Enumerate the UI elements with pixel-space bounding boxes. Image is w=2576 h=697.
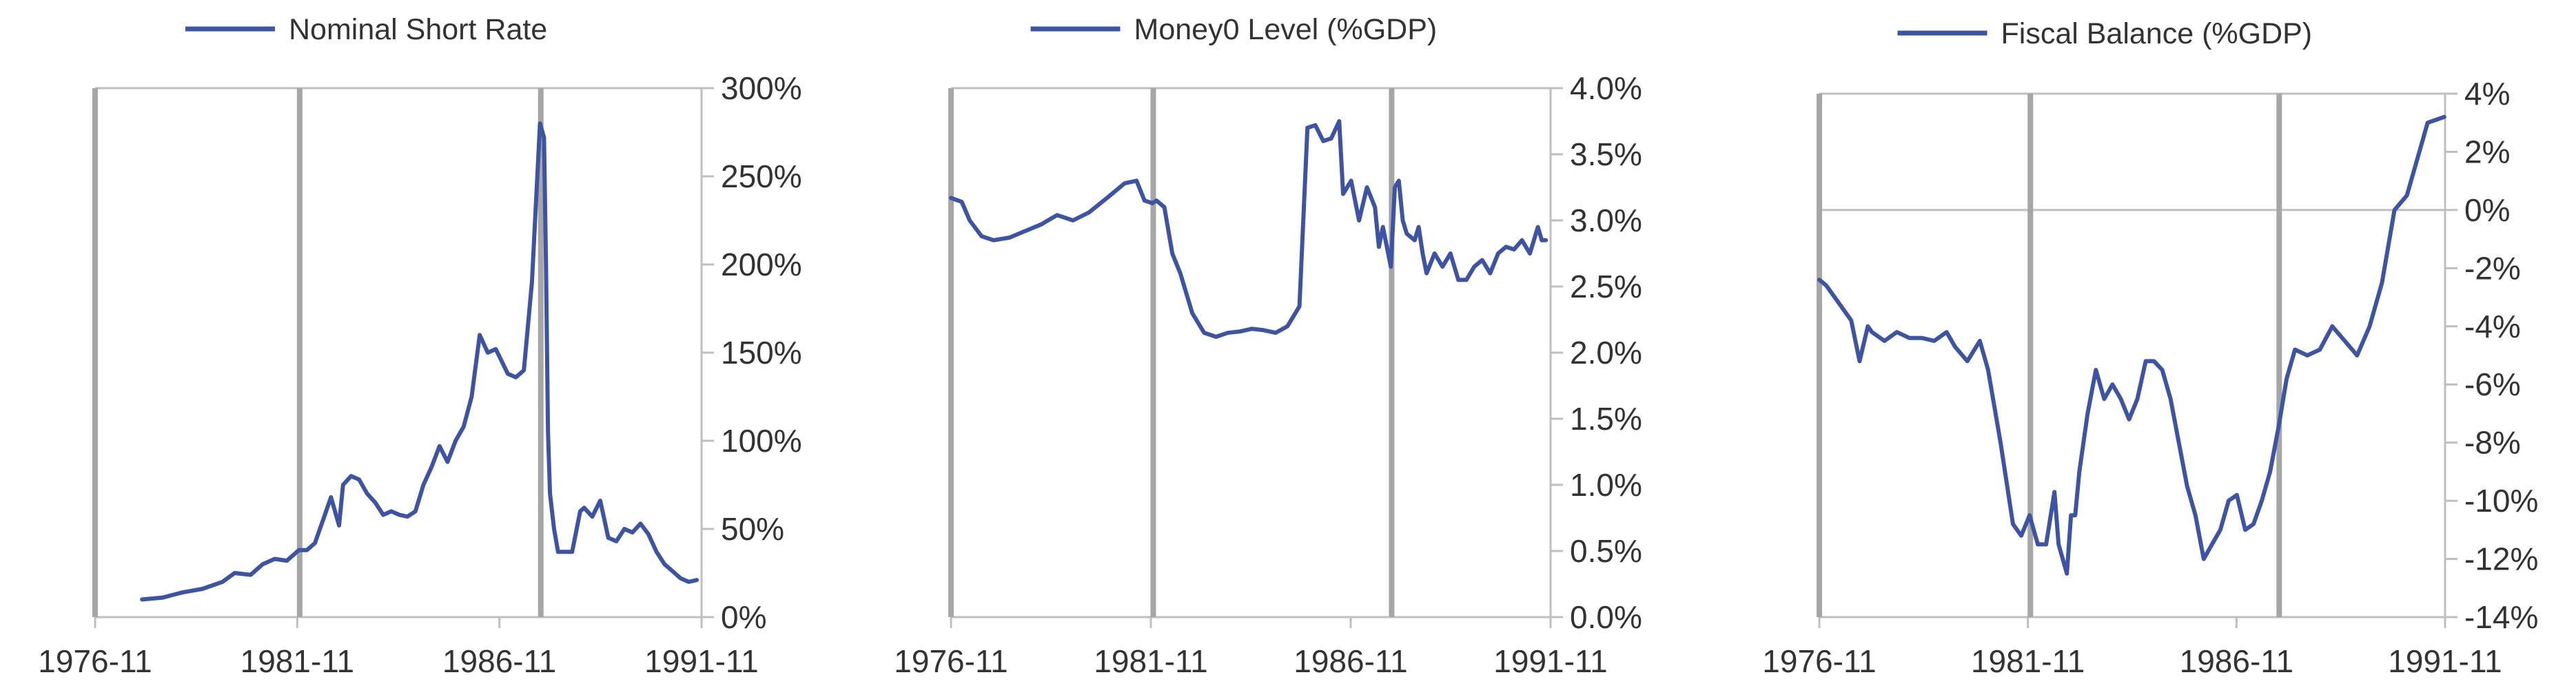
y-tick-label-1-7: 300% bbox=[721, 70, 802, 106]
x-tick-label-3-4: 1991-11 bbox=[2388, 643, 2502, 679]
y-tick-label-3-9: 2% bbox=[2464, 134, 2510, 169]
series-line-1 bbox=[140, 121, 699, 602]
y-tick-label-2-2: 0.5% bbox=[1570, 533, 1642, 569]
x-tick-label-2-3: 1986-11 bbox=[1294, 643, 1407, 679]
y-tick-label-3-8: 0% bbox=[2464, 192, 2510, 228]
x-tick-label-3-2: 1981-11 bbox=[1971, 643, 2085, 679]
series-line-2 bbox=[949, 119, 1548, 339]
y-tick-label-1-6: 250% bbox=[721, 158, 802, 194]
legend-label-3: Fiscal Balance (%GDP) bbox=[2001, 17, 2313, 50]
y-tick-label-1-3: 100% bbox=[721, 423, 802, 459]
y-tick-label-3-7: -2% bbox=[2464, 250, 2521, 286]
x-tick-label-3-1: 1976-11 bbox=[1762, 643, 1876, 679]
chart-2: 0.0% 0.5% 1.0% 1.5% 2.0% 2.5% 3.0% 3.5% 4.0% 1976… bbox=[894, 13, 1642, 679]
y-tick-label-1-5: 200% bbox=[721, 247, 802, 282]
x-tick-label-2-2: 1981-11 bbox=[1094, 643, 1207, 679]
y-tick-label-3-4: -8% bbox=[2464, 425, 2521, 461]
x-tick-label-3-3: 1986-11 bbox=[2180, 643, 2293, 679]
y-tick-label-1-2: 50% bbox=[721, 511, 784, 547]
y-tick-label-2-6: 2.5% bbox=[1570, 269, 1642, 304]
y-tick-label-1-4: 150% bbox=[721, 335, 802, 371]
x-tick-label-1-3: 1986-11 bbox=[442, 643, 556, 679]
y-tick-label-2-4: 1.5% bbox=[1570, 401, 1642, 437]
y-tick-label-2-8: 3.5% bbox=[1570, 136, 1642, 172]
y-tick-label-3-10: 4% bbox=[2464, 76, 2510, 112]
y-tick-label-3-1: -14% bbox=[2464, 599, 2538, 635]
y-tick-label-2-7: 3.0% bbox=[1570, 202, 1642, 238]
x-tick-label-2-1: 1976-11 bbox=[894, 643, 1008, 679]
chart-3: -14% -12% -10% -8% -6% -4% -2% 0% 2% 4% 1976-11 198… bbox=[1762, 17, 2538, 679]
x-tick-label-1-1: 1976-11 bbox=[38, 643, 152, 679]
y-tick-label-2-5: 2.0% bbox=[1570, 335, 1642, 371]
y-tick-label-1-1: 0% bbox=[721, 599, 766, 635]
x-tick-label-2-4: 1991-11 bbox=[1493, 643, 1607, 679]
x-tick-label-1-4: 1991-11 bbox=[644, 643, 758, 679]
y-tick-label-3-3: -10% bbox=[2464, 483, 2538, 519]
chart-1: 0% 50% 100% 150% 200% 250% 300% 1976-11 1981-11 1… bbox=[38, 13, 801, 679]
legend-label-2: Money0 Level (%GDP) bbox=[1134, 13, 1438, 46]
series-line-3 bbox=[1817, 114, 2446, 576]
y-tick-label-2-9: 4.0% bbox=[1570, 70, 1642, 106]
x-tick-label-1-2: 1981-11 bbox=[241, 643, 354, 679]
y-tick-label-3-6: -4% bbox=[2464, 309, 2521, 344]
legend-label-1: Nominal Short Rate bbox=[289, 13, 547, 46]
y-tick-label-3-5: -6% bbox=[2464, 366, 2521, 402]
y-tick-label-3-2: -12% bbox=[2464, 541, 2538, 577]
y-tick-label-2-3: 1.0% bbox=[1570, 467, 1642, 503]
y-tick-label-2-1: 0.0% bbox=[1570, 599, 1642, 635]
